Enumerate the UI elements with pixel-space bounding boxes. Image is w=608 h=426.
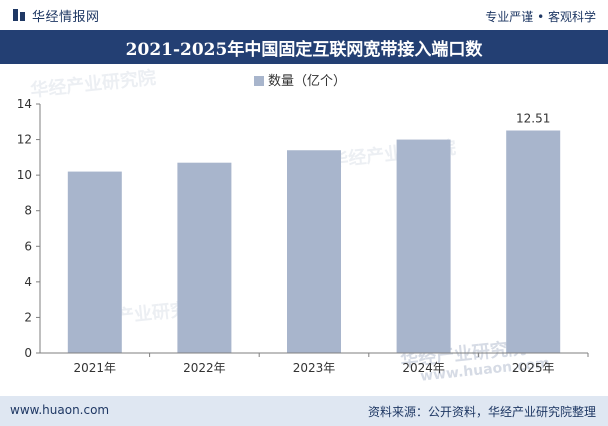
bars: 12.51 — [67, 112, 561, 353]
brand-name: 华经情报网 — [32, 9, 100, 25]
y-tick-label: 14 — [17, 97, 32, 111]
x-tick-label: 2025年 — [512, 361, 555, 375]
x-tick-label: 2024年 — [402, 361, 445, 375]
x-axis: 2021年 2022年 2023年 2024年 2025年 — [40, 352, 589, 375]
y-tick-label: 12 — [17, 133, 32, 147]
y-tick-label: 4 — [24, 275, 32, 289]
tagline: 专业严谨 • 客观科学 — [485, 10, 596, 24]
brand-logo-icon — [13, 9, 25, 21]
bar — [396, 139, 451, 353]
legend-label: 数量（亿个） — [268, 74, 346, 89]
y-axis: 0 2 4 6 8 10 12 14 — [17, 97, 41, 360]
data-label: 12.51 — [516, 112, 550, 126]
x-tick-label: 2023年 — [293, 361, 336, 375]
footer: www.huaon.com 资料来源：公开资料，华经产业研究院整理 — [0, 396, 608, 426]
x-tick-label: 2021年 — [74, 361, 117, 375]
footer-source: 资料来源：公开资料，华经产业研究院整理 — [367, 405, 596, 419]
y-tick-label: 2 — [24, 310, 32, 324]
bar — [506, 130, 561, 353]
legend: 数量（亿个） — [254, 74, 346, 89]
y-tick-label: 6 — [24, 239, 32, 253]
title-bar: 2021-2025年中国固定互联网宽带接入端口数 — [0, 30, 608, 64]
bar — [67, 171, 122, 353]
x-tick-label: 2022年 — [183, 361, 226, 375]
bar — [287, 150, 341, 353]
header: 华经情报网 专业严谨 • 客观科学 — [0, 0, 608, 30]
y-tick-label: 10 — [17, 168, 32, 182]
y-tick-label: 0 — [24, 346, 32, 360]
bar-chart: 数量（亿个） 0 2 4 6 8 10 12 14 12.51 2021年 2022年 2023年… — [17, 74, 589, 375]
bar — [177, 162, 232, 353]
y-tick-label: 8 — [24, 204, 32, 218]
legend-swatch — [254, 76, 264, 86]
brand: 华经情报网 — [12, 7, 100, 25]
footer-url[interactable]: www.huaon.com — [10, 403, 110, 417]
chart-title: 2021-2025年中国固定互联网宽带接入端口数 — [125, 39, 483, 60]
